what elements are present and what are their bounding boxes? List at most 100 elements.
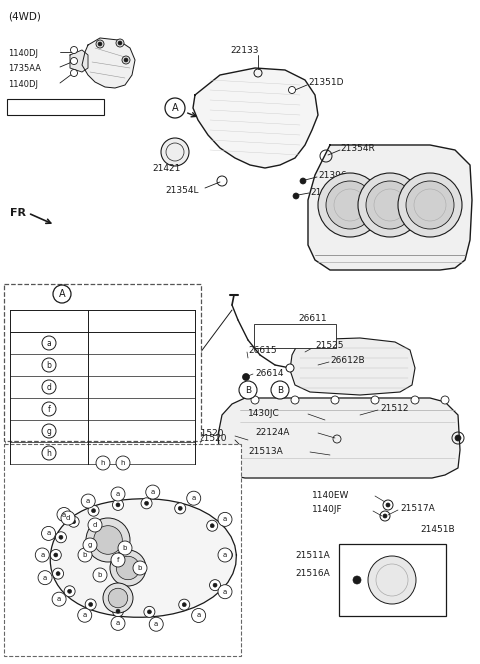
Circle shape [383, 514, 387, 518]
Polygon shape [218, 398, 460, 478]
Text: b: b [123, 545, 127, 551]
Circle shape [81, 494, 95, 508]
Circle shape [207, 520, 218, 531]
Circle shape [110, 550, 146, 586]
Text: FR: FR [10, 208, 26, 218]
Circle shape [455, 435, 461, 441]
Text: REF.25-251A: REF.25-251A [31, 102, 79, 112]
Text: h: h [47, 448, 51, 457]
Circle shape [178, 507, 182, 511]
Text: a: a [57, 596, 61, 602]
Circle shape [358, 173, 422, 237]
Circle shape [93, 568, 107, 582]
Text: VIEW: VIEW [15, 300, 48, 310]
Text: 1430JC: 1430JC [248, 408, 280, 418]
Circle shape [133, 561, 147, 575]
Circle shape [386, 503, 390, 507]
Circle shape [111, 487, 125, 501]
Circle shape [141, 498, 152, 509]
Text: a: a [223, 552, 227, 558]
Text: 1140EB: 1140EB [127, 339, 156, 347]
Circle shape [94, 526, 122, 554]
Text: h: h [121, 460, 125, 466]
Text: 21511A: 21511A [295, 550, 330, 560]
Circle shape [116, 503, 120, 507]
Circle shape [218, 548, 232, 562]
Circle shape [71, 70, 77, 76]
Circle shape [83, 538, 97, 552]
Text: a: a [223, 517, 227, 523]
Circle shape [103, 583, 133, 613]
Circle shape [182, 603, 186, 607]
Circle shape [53, 285, 71, 303]
Circle shape [78, 608, 92, 622]
Circle shape [213, 583, 217, 587]
Circle shape [187, 491, 201, 505]
Text: a: a [223, 589, 227, 595]
Circle shape [56, 572, 60, 576]
Text: 26615: 26615 [248, 345, 276, 355]
Text: b: b [138, 565, 142, 571]
Text: d: d [47, 382, 51, 392]
Text: 21351D: 21351D [308, 78, 344, 86]
Circle shape [331, 396, 339, 404]
Text: 21516A: 21516A [295, 568, 330, 578]
Text: A: A [172, 103, 178, 113]
Circle shape [118, 541, 132, 555]
Circle shape [53, 568, 63, 579]
Text: a: a [196, 612, 201, 618]
Text: a: a [116, 491, 120, 497]
Text: a: a [47, 531, 51, 537]
Circle shape [318, 173, 382, 237]
Circle shape [293, 193, 299, 199]
Circle shape [85, 599, 96, 610]
Circle shape [122, 56, 130, 64]
Text: PNC: PNC [132, 317, 150, 325]
FancyBboxPatch shape [4, 444, 241, 656]
Circle shape [42, 336, 56, 350]
Circle shape [271, 381, 289, 399]
Text: g: g [88, 542, 92, 548]
Circle shape [165, 98, 185, 118]
Circle shape [57, 507, 71, 521]
Text: a: a [154, 622, 158, 627]
Circle shape [368, 556, 416, 604]
Text: B: B [277, 386, 283, 394]
Circle shape [300, 178, 306, 184]
Circle shape [64, 586, 75, 597]
Text: 21513A: 21513A [248, 446, 283, 456]
Text: 21354R: 21354R [340, 143, 375, 153]
Circle shape [144, 606, 155, 618]
FancyBboxPatch shape [339, 544, 446, 616]
Circle shape [88, 505, 99, 516]
Circle shape [88, 518, 102, 532]
Circle shape [239, 381, 257, 399]
Text: f: f [48, 404, 50, 414]
Text: a: a [151, 489, 155, 495]
Text: 22133: 22133 [231, 46, 259, 54]
Circle shape [149, 618, 163, 631]
Text: 21396: 21396 [310, 187, 338, 197]
Circle shape [112, 606, 123, 617]
Circle shape [42, 402, 56, 416]
Circle shape [96, 40, 104, 48]
Text: 1140DJ: 1140DJ [8, 80, 38, 88]
Text: 1140EW: 1140EW [312, 491, 349, 499]
Text: 1140EZ: 1140EZ [127, 404, 156, 414]
FancyBboxPatch shape [4, 284, 201, 441]
Text: 1140FZ: 1140FZ [127, 355, 156, 365]
Text: 1140DJ: 1140DJ [8, 48, 38, 58]
Circle shape [50, 550, 61, 560]
Circle shape [42, 446, 56, 460]
Text: 21520: 21520 [195, 428, 224, 438]
Polygon shape [290, 338, 415, 395]
Circle shape [52, 592, 66, 606]
Circle shape [42, 527, 56, 540]
Circle shape [42, 424, 56, 438]
Text: a: a [192, 495, 196, 501]
Circle shape [175, 503, 186, 514]
Text: 26611: 26611 [298, 313, 326, 323]
Polygon shape [82, 38, 135, 88]
Circle shape [251, 396, 259, 404]
Circle shape [441, 396, 449, 404]
